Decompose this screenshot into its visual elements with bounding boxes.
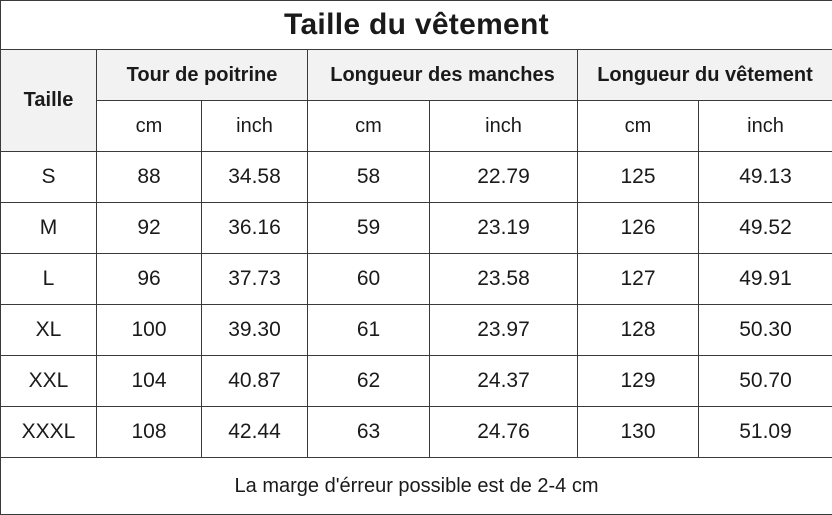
table-cell: 24.76 [430,407,578,458]
table-cell: 23.58 [430,254,578,305]
header-sleeve: Longueur des manches [308,50,578,101]
header-chest: Tour de poitrine [97,50,308,101]
unit-cell: cm [97,101,202,152]
table-cell: 62 [308,356,430,407]
table-cell: 34.58 [202,152,308,203]
table-row: XXXL 108 42.44 63 24.76 130 51.09 [1,407,832,458]
table-cell: 22.79 [430,152,578,203]
table-cell: 129 [578,356,699,407]
table-cell: 100 [97,305,202,356]
table-row: L 96 37.73 60 23.58 127 49.91 [1,254,832,305]
unit-row: cm inch cm inch cm inch [1,101,832,152]
error-margin-note: La marge d'érreur possible est de 2-4 cm [1,458,832,515]
table-cell: 49.91 [699,254,832,305]
table-cell: 50.70 [699,356,832,407]
unit-cell: cm [578,101,699,152]
size-label: M [1,203,97,254]
table-cell: 92 [97,203,202,254]
table-cell: 125 [578,152,699,203]
table-cell: 127 [578,254,699,305]
table-cell: 59 [308,203,430,254]
header-row: Taille Tour de poitrine Longueur des man… [1,50,832,101]
table-cell: 108 [97,407,202,458]
table-cell: 23.97 [430,305,578,356]
unit-cell: cm [308,101,430,152]
table-cell: 130 [578,407,699,458]
table-cell: 88 [97,152,202,203]
table-cell: 104 [97,356,202,407]
table-cell: 36.16 [202,203,308,254]
table-cell: 58 [308,152,430,203]
table-cell: 126 [578,203,699,254]
size-label: L [1,254,97,305]
table-cell: 49.52 [699,203,832,254]
header-length: Longueur du vêtement [578,50,832,101]
table-cell: 128 [578,305,699,356]
table-cell: 24.37 [430,356,578,407]
unit-cell: inch [202,101,308,152]
table-cell: 61 [308,305,430,356]
table-row: XXL 104 40.87 62 24.37 129 50.70 [1,356,832,407]
unit-cell: inch [430,101,578,152]
size-label: XL [1,305,97,356]
table-cell: 96 [97,254,202,305]
table-cell: 42.44 [202,407,308,458]
table-cell: 39.30 [202,305,308,356]
table-cell: 40.87 [202,356,308,407]
chart-title: Taille du vêtement [1,1,832,50]
unit-cell: inch [699,101,832,152]
table-cell: 49.13 [699,152,832,203]
table-cell: 63 [308,407,430,458]
table-row: S 88 34.58 58 22.79 125 49.13 [1,152,832,203]
table-cell: 23.19 [430,203,578,254]
table-row: XL 100 39.30 61 23.97 128 50.30 [1,305,832,356]
table-cell: 50.30 [699,305,832,356]
table-cell: 37.73 [202,254,308,305]
table-row: M 92 36.16 59 23.19 126 49.52 [1,203,832,254]
table-cell: 51.09 [699,407,832,458]
size-label: XXXL [1,407,97,458]
table-cell: 60 [308,254,430,305]
size-label: XXL [1,356,97,407]
header-size: Taille [1,50,97,152]
size-label: S [1,152,97,203]
